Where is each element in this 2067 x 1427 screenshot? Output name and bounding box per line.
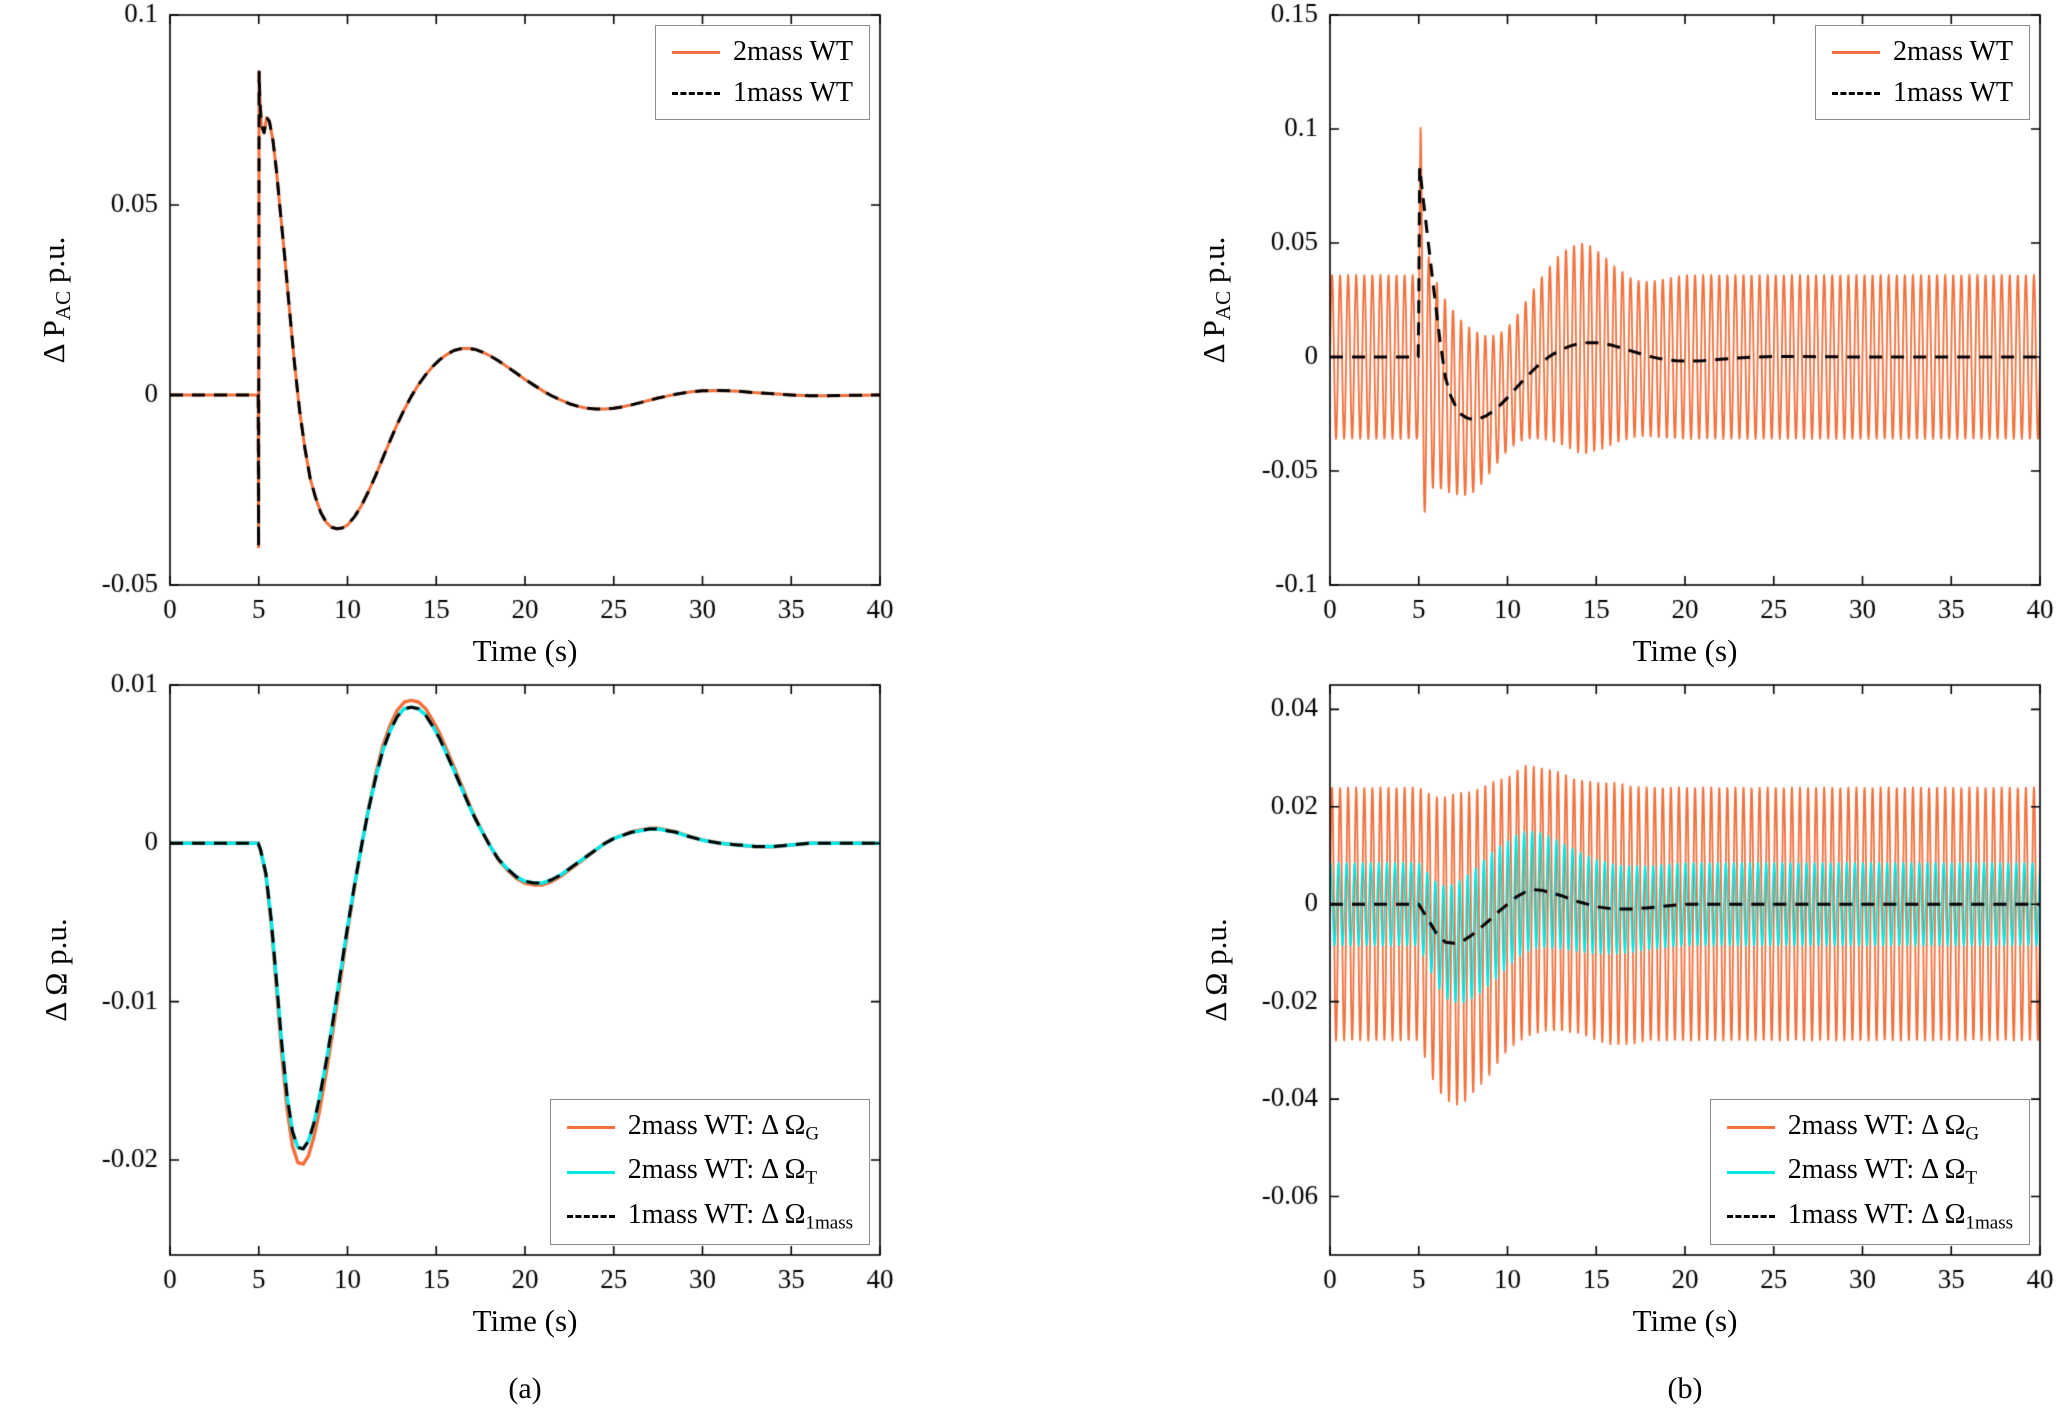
- x-axis-label: Time (s): [472, 1303, 578, 1338]
- label-subscript: G: [1965, 1123, 1980, 1145]
- label-text: 1mass WT: [732, 77, 853, 108]
- legend: 2mass WT 1mass WT: [1814, 25, 2030, 120]
- x-axis-label: Time (s): [1632, 1303, 1738, 1338]
- x-axis-label: Time (s): [1632, 633, 1738, 668]
- legend-entry-label: 2mass WT: Δ ΩT: [628, 1154, 817, 1189]
- label-text: 2mass WT: Δ Ω: [1787, 1154, 1966, 1186]
- legend-entry: 2mass WT: [671, 36, 853, 68]
- legend-entry: 2mass WT: [1831, 36, 2013, 68]
- legend: 2mass WT 1mass WT: [654, 25, 870, 120]
- panel-top-right: Δ PAC p.u. Time (s) 2mass WT 1mass WT: [1180, 0, 2060, 668]
- legend-entry-label: 1mass WT: [733, 77, 853, 109]
- legend-entry: 1mass WT: [671, 77, 853, 109]
- legend-solid-line-sample: [1726, 1126, 1775, 1130]
- label-text: 2mass WT: Δ Ω: [627, 1154, 806, 1186]
- legend-entry: 2mass WT: Δ ΩT: [566, 1154, 853, 1189]
- legend-entry: 2mass WT: Δ ΩT: [1726, 1154, 2013, 1189]
- legend-dashed-line-sample: [671, 91, 720, 95]
- legend-dashed-line-sample: [1831, 91, 1880, 95]
- y-axis-label: Δ Ω p.u.: [38, 918, 74, 1021]
- legend-entry: 1mass WT: Δ Ω1mass: [566, 1199, 853, 1234]
- label-text: 2mass WT: [732, 36, 853, 67]
- legend-solid-line-sample: [566, 1170, 615, 1174]
- subfigure-caption-a: (a): [508, 1372, 542, 1405]
- label-text: 2mass WT: Δ Ω: [627, 1110, 806, 1142]
- legend-entry-label: 2mass WT: Δ ΩG: [1788, 1110, 1979, 1145]
- legend-entry: 1mass WT: [1831, 77, 2013, 109]
- legend-solid-line-sample: [566, 1126, 615, 1130]
- legend-entry-label: 1mass WT: Δ Ω1mass: [1788, 1199, 2013, 1234]
- label-text: 1mass WT: Δ Ω: [627, 1198, 806, 1230]
- panel-bottom-left: Δ Ω p.u. Time (s) 2mass WT: Δ ΩG 2mass WT…: [20, 665, 900, 1355]
- legend-entry: 2mass WT: Δ ΩG: [566, 1110, 853, 1145]
- legend-entry-label: 2mass WT: Δ ΩG: [628, 1110, 819, 1145]
- legend-dashed-line-sample: [1726, 1214, 1775, 1218]
- panel-bottom-right: Δ Ω p.u. Time (s) 2mass WT: Δ ΩG 2mass WT…: [1180, 665, 2060, 1355]
- label-subscript: T: [805, 1167, 818, 1189]
- label-text: 1mass WT: [1892, 77, 2013, 108]
- legend-solid-line-sample: [1831, 50, 1880, 54]
- label-subscript: 1mass: [1965, 1212, 2013, 1233]
- legend-dashed-line-sample: [566, 1214, 615, 1218]
- label-text: p.u.: [1196, 236, 1232, 291]
- legend-entry-label: 1mass WT: [1893, 77, 2013, 109]
- chart-canvas-bottom-right: [1180, 665, 2060, 1355]
- chart-canvas-bottom-left: [20, 665, 900, 1355]
- legend-entry-label: 2mass WT: [733, 36, 853, 68]
- legend-solid-line-sample: [671, 50, 720, 54]
- label-text: 2mass WT: [1892, 36, 2013, 67]
- label-text: 1mass WT: Δ Ω: [1787, 1198, 1966, 1230]
- legend-entry-label: 2mass WT: Δ ΩT: [1788, 1154, 1977, 1189]
- label-text: Δ P: [36, 320, 72, 364]
- label-subscript: 1mass: [805, 1212, 853, 1233]
- legend-entry-label: 2mass WT: [1893, 36, 2013, 68]
- label-text: 2mass WT: Δ Ω: [1787, 1110, 1966, 1142]
- label-text: Δ P: [1196, 320, 1232, 364]
- label-text: p.u.: [36, 236, 72, 291]
- panel-top-left: Δ PAC p.u. Time (s) 2mass WT 1mass WT: [20, 0, 900, 668]
- subfigure-caption-b: (b): [1667, 1372, 1703, 1405]
- label-subscript: AC: [50, 290, 75, 321]
- legend: 2mass WT: Δ ΩG 2mass WT: Δ ΩT 1mass WT: Δ …: [1709, 1099, 2030, 1245]
- label-subscript: G: [805, 1123, 820, 1145]
- legend: 2mass WT: Δ ΩG 2mass WT: Δ ΩT 1mass WT: Δ …: [549, 1099, 870, 1245]
- y-axis-label: Δ PAC p.u.: [36, 237, 76, 364]
- legend-entry-label: 1mass WT: Δ Ω1mass: [628, 1199, 853, 1234]
- legend-entry: 2mass WT: Δ ΩG: [1726, 1110, 2013, 1145]
- legend-solid-line-sample: [1726, 1170, 1775, 1174]
- label-text: Δ Ω p.u.: [1198, 918, 1233, 1022]
- y-axis-label: Δ Ω p.u.: [1198, 918, 1234, 1021]
- label-subscript: T: [1965, 1167, 1978, 1189]
- label-text: Δ Ω p.u.: [38, 918, 73, 1022]
- x-axis-label: Time (s): [472, 633, 578, 668]
- label-subscript: AC: [1210, 290, 1235, 321]
- y-axis-label: Δ PAC p.u.: [1196, 237, 1236, 364]
- legend-entry: 1mass WT: Δ Ω1mass: [1726, 1199, 2013, 1234]
